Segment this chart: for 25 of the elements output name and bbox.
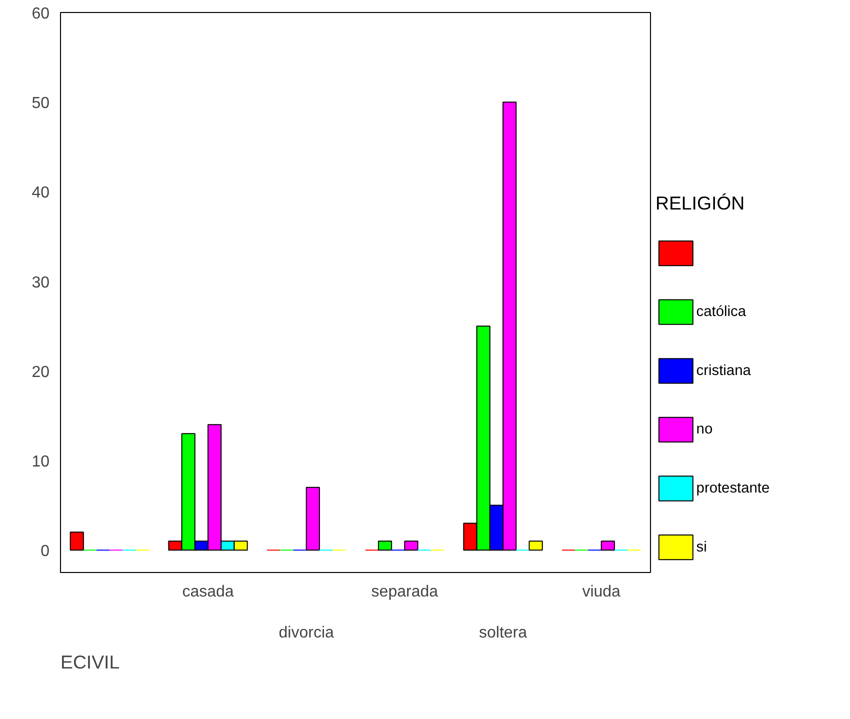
- bar: [528, 540, 543, 551]
- legend-label: si: [696, 539, 707, 556]
- bar: [70, 532, 84, 551]
- y-tick-label: 40: [32, 184, 50, 202]
- x-tick-label: viuda: [582, 584, 621, 600]
- legend-label: protestante: [696, 480, 770, 496]
- legend-label: católica: [696, 304, 747, 320]
- bar: [306, 486, 320, 551]
- y-tick-label: 0: [40, 543, 50, 560]
- y-tick-label: 10: [32, 454, 50, 470]
- x-tick-label: separada: [371, 584, 438, 600]
- y-tick-label: 50: [32, 95, 50, 112]
- y-tick-label: 30: [32, 274, 50, 292]
- x-tick-label: casada: [182, 584, 234, 600]
- x-tick-label: divorcia: [278, 624, 334, 642]
- bar: [600, 540, 615, 551]
- y-tick-label: 60: [32, 6, 50, 22]
- legend-title: RELIGIÓN: [656, 192, 745, 214]
- bar: [378, 540, 392, 551]
- bar: [404, 540, 418, 551]
- x-tick-label: soltera: [478, 624, 528, 642]
- legend-label: no: [696, 422, 713, 438]
- y-tick-label: 20: [32, 364, 50, 381]
- x-axis-title: ECIVIL: [60, 652, 120, 672]
- legend-label: cristiana: [696, 362, 752, 379]
